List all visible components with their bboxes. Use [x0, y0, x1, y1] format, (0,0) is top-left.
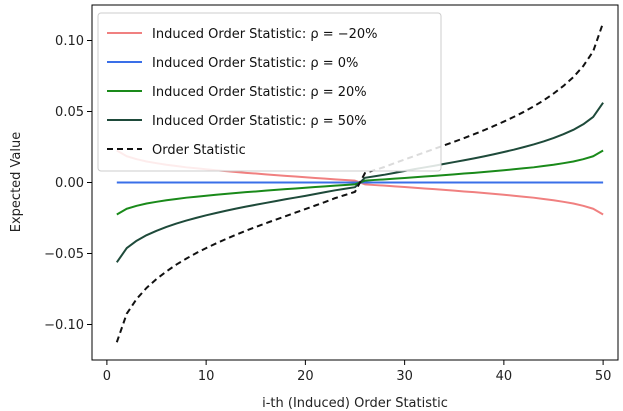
- y-tick-label: 0.10: [55, 34, 84, 49]
- legend-label-3: Induced Order Statistic: ρ = 50%: [152, 114, 367, 129]
- y-tick-label: −0.05: [44, 247, 84, 262]
- x-axis-title: i-th (Induced) Order Statistic: [262, 396, 448, 411]
- x-axis-ticks: 0 10 20 30 40 50: [103, 360, 612, 384]
- series-line-4: [115, 22, 605, 343]
- y-axis-ticks: −0.10 −0.05 0.00 0.05 0.10: [44, 34, 92, 333]
- x-tick-label: 50: [595, 369, 612, 384]
- x-tick-label: 0: [103, 369, 111, 384]
- legend: Induced Order Statistic: ρ = −20% Induced…: [97, 12, 442, 172]
- x-tick-label: 30: [396, 369, 413, 384]
- legend-label-4: Order Statistic: [152, 143, 246, 158]
- legend-items: Induced Order Statistic: ρ = −20% Induced…: [107, 27, 378, 158]
- y-tick-label: 0.05: [55, 105, 84, 120]
- plot-frame: [91, 4, 619, 361]
- y-tick-label: −0.10: [44, 318, 84, 333]
- x-tick-label: 20: [297, 369, 314, 384]
- x-tick-label: 40: [496, 369, 513, 384]
- legend-label-0: Induced Order Statistic: ρ = −20%: [152, 27, 378, 42]
- legend-box: [97, 12, 442, 172]
- legend-label-1: Induced Order Statistic: ρ = 0%: [152, 56, 358, 71]
- y-axis-title: Expected Value: [9, 132, 24, 232]
- y-tick-label: 0.00: [55, 176, 84, 191]
- legend-label-2: Induced Order Statistic: ρ = 20%: [152, 85, 367, 100]
- x-tick-label: 10: [198, 369, 215, 384]
